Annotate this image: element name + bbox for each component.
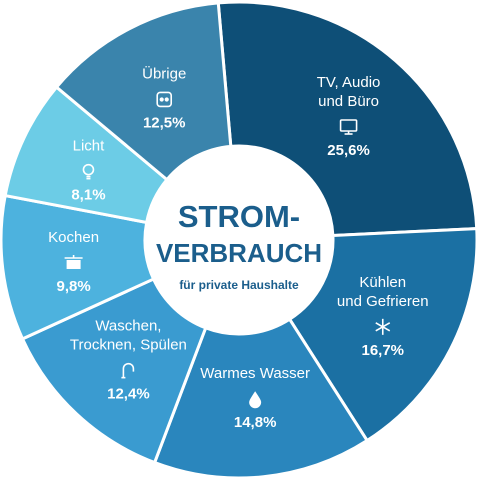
slice-value-label: 14,8% <box>234 414 277 431</box>
slice-label: und Büro <box>318 93 379 110</box>
slice-value-label: 8,1% <box>71 187 105 204</box>
pie-labels: TV, Audio und Büro 25,6% Kühlen und Gefriere… <box>48 64 428 431</box>
monitor-icon <box>339 119 358 135</box>
snowflake-icon <box>375 318 391 335</box>
pot-icon <box>64 254 83 269</box>
chart-title-line2: VERBRAUCH <box>156 238 322 268</box>
slice-label: Kühlen <box>359 274 406 291</box>
slice-label: und Gefrieren <box>337 293 429 310</box>
slice-label: Licht <box>73 138 106 155</box>
center-circle <box>145 146 333 334</box>
slice-label: Trocknen, Spülen <box>70 337 187 354</box>
slice-label: Kochen <box>48 229 99 246</box>
slice-label: Warmes Wasser <box>200 365 310 382</box>
slice-label: Übrige <box>142 64 186 82</box>
socket-icon <box>156 91 173 108</box>
slice-label: Waschen, <box>95 318 161 335</box>
water-drop-icon <box>249 391 262 409</box>
slice-value-label: 16,7% <box>361 342 404 359</box>
chart-title: STROM- <box>178 199 300 234</box>
faucet-icon <box>121 362 135 379</box>
slice-label: TV, Audio <box>317 74 381 91</box>
slice-value-label: 25,6% <box>327 142 370 159</box>
chart-subtitle: für private Haushalte <box>179 278 299 292</box>
lightbulb-icon <box>82 163 95 180</box>
slice-value-label: 9,8% <box>57 278 91 295</box>
slice-value-label: 12,4% <box>107 386 150 403</box>
slice-value-label: 12,5% <box>143 114 186 131</box>
